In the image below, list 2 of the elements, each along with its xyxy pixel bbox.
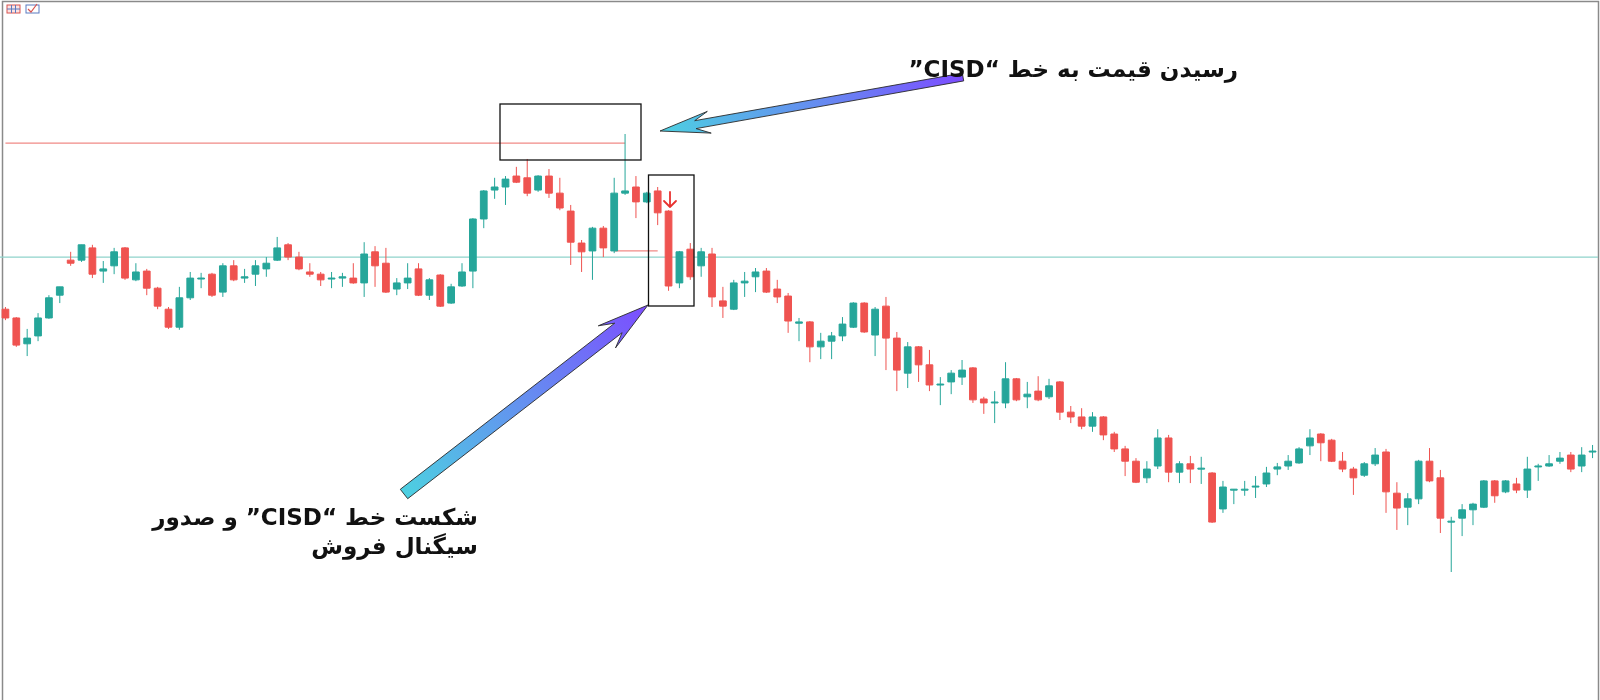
text: رسیدن قیمت به خط “CISD” <box>908 55 1238 84</box>
annotation: شکست خط “CISD” و صدور سیگنال فروش <box>150 503 478 561</box>
